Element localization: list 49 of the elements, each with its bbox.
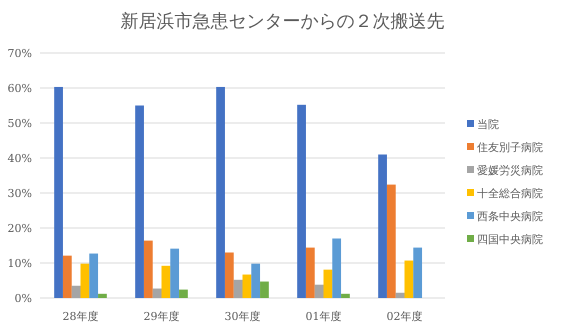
y-tick-label: 40% — [8, 152, 32, 165]
bar — [332, 238, 342, 298]
bar — [54, 86, 63, 298]
legend-label: 当院 — [477, 118, 499, 131]
bar — [62, 256, 72, 298]
bar — [216, 86, 225, 298]
x-tick-label: 30年度 — [224, 310, 260, 323]
bar — [378, 154, 387, 298]
bar — [413, 248, 422, 298]
bar — [135, 106, 144, 298]
y-tick-label: 60% — [8, 82, 32, 95]
bar — [341, 294, 350, 298]
chart-title: 新居浜市急患センターからの２次搬送先 — [120, 11, 444, 32]
bar — [224, 252, 234, 298]
bar — [260, 282, 269, 298]
y-tick-label: 30% — [8, 187, 32, 200]
legend-label: 四国中央病院 — [477, 233, 543, 246]
x-tick-label: 02年度 — [386, 310, 422, 323]
x-tick-label: 29年度 — [144, 310, 180, 323]
legend-label: 住友別子病院 — [477, 141, 543, 154]
bar — [324, 270, 332, 298]
bar — [152, 288, 162, 298]
bar — [89, 254, 98, 298]
y-tick-label: 10% — [8, 257, 32, 270]
bar — [386, 184, 396, 298]
bar — [80, 264, 90, 298]
bar — [72, 286, 80, 298]
y-tick-label: 20% — [8, 222, 32, 235]
bar — [251, 264, 260, 298]
bar — [242, 274, 252, 298]
bar — [297, 104, 306, 298]
bar — [179, 290, 188, 298]
x-tick-label: 01年度 — [306, 310, 342, 323]
bar — [98, 294, 107, 298]
legend-label: 西条中央病院 — [477, 210, 543, 223]
bar — [144, 240, 153, 298]
legend-label: 愛媛労災病院 — [477, 164, 543, 177]
y-tick-label: 50% — [8, 117, 32, 130]
legend-label: 十全総合病院 — [477, 187, 543, 200]
bar — [170, 248, 180, 298]
bar — [396, 292, 404, 298]
y-tick-label: 70% — [8, 47, 32, 60]
x-tick-label: 28年度 — [62, 310, 98, 323]
bar — [306, 248, 315, 298]
bar — [314, 284, 324, 298]
y-tick-label: 0% — [14, 292, 32, 305]
bar — [162, 266, 170, 298]
bar — [404, 260, 414, 298]
bar — [234, 280, 242, 298]
